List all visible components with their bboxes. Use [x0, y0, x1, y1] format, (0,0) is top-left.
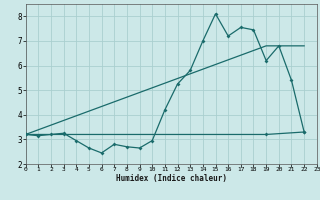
X-axis label: Humidex (Indice chaleur): Humidex (Indice chaleur) — [116, 174, 227, 183]
